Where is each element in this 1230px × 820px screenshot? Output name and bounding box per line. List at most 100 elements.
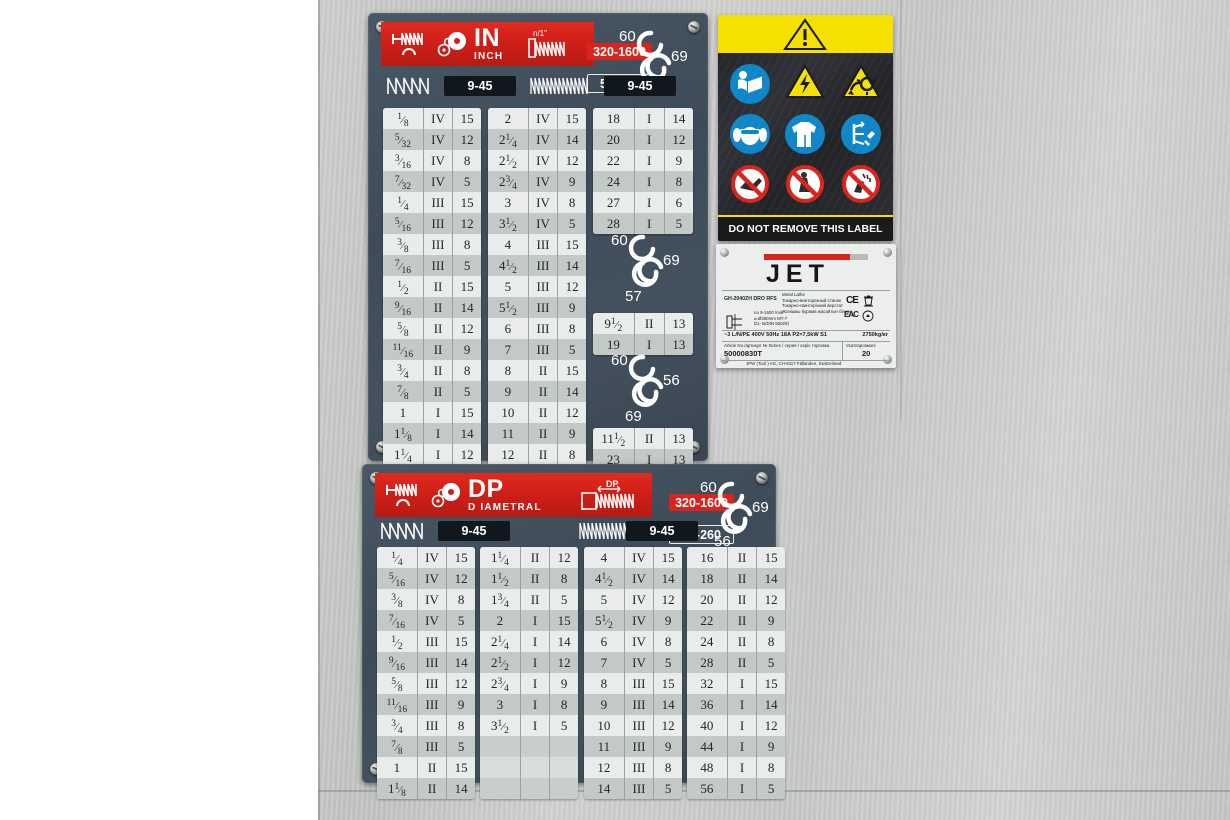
- table-cell: 11⁄8: [377, 778, 418, 799]
- table-cell: 3⁄8: [383, 234, 424, 255]
- table-cell: III: [528, 255, 559, 276]
- nameplate-electrical: ~3 L/N/PE 400V 50Hz 18A P2=7,5kW S1: [724, 332, 828, 338]
- inch-table-column-3c: 111⁄2 II 13 23 I 13: [593, 428, 693, 470]
- table-row: 18 I 14: [593, 108, 693, 129]
- thread-cutting-icon: [392, 32, 423, 56]
- table-cell: 24: [687, 631, 728, 652]
- table-cell: 9: [757, 610, 785, 631]
- table-cell: 9: [664, 150, 693, 171]
- table-cell: 11⁄16: [383, 339, 424, 360]
- table-cell: 7: [488, 339, 529, 360]
- table-row: 7⁄8 III 5: [377, 736, 475, 757]
- table-cell: 3⁄4: [377, 715, 418, 736]
- table-row: 5⁄16 IV 12: [377, 568, 475, 589]
- table-row: 11⁄8 I 14: [383, 423, 481, 444]
- table-cell: 8: [453, 150, 481, 171]
- table-cell: 15: [654, 547, 682, 568]
- gear-diagram-dp: 60 69 56: [692, 472, 784, 552]
- svg-text:60: 60: [611, 232, 628, 249]
- table-cell: 11: [584, 736, 625, 757]
- table-cell: I: [634, 129, 665, 150]
- table-cell: 14: [664, 108, 693, 129]
- coarse-thread-icon: [387, 77, 429, 95]
- table-row: [480, 736, 578, 757]
- table-cell: I: [520, 673, 551, 694]
- table-cell: 5: [550, 715, 578, 736]
- table-row: 2 IV 15: [488, 108, 586, 129]
- table-cell: 14: [453, 423, 481, 444]
- table-cell: IV: [624, 610, 655, 631]
- table-row: 18 II 14: [687, 568, 785, 589]
- table-cell: 51⁄2: [488, 297, 529, 318]
- table-row: 11⁄4 II 12: [480, 547, 578, 568]
- table-cell: 19: [593, 334, 635, 355]
- table-cell: III: [417, 715, 448, 736]
- table-cell: 15: [447, 757, 475, 778]
- table-cell: IV: [423, 171, 454, 192]
- table-cell: I: [634, 150, 665, 171]
- inch-table-column-3b: 91⁄2 II 13 19 I 13: [593, 313, 693, 355]
- table-row: [480, 778, 578, 799]
- table-row: 1 I 15: [383, 402, 481, 423]
- table-row: 1⁄8 IV 15: [383, 108, 481, 129]
- inch-table-column-2: 2 IV 15 21⁄4 IV 14 21⁄2 IV 12 23⁄4 IV 9 3 IV 8 31⁄2 IV 5 4…: [488, 108, 586, 507]
- table-row: 21⁄2 IV 12: [488, 150, 586, 171]
- table-cell: 11: [488, 423, 529, 444]
- table-cell: III: [423, 234, 454, 255]
- table-cell: 48: [687, 757, 728, 778]
- dp-coarse-range: 9-45: [438, 521, 510, 541]
- inch-rpm-red-badge: 320-1600: [587, 43, 652, 60]
- dp-table-column-1: 1⁄4 IV 15 5⁄16 IV 12 3⁄8 IV 8 7⁄16 IV 5 1⁄2 III 15 9⁄16…: [377, 547, 475, 799]
- table-row: 9 III 14: [584, 694, 682, 715]
- table-row: 3⁄4 III 8: [377, 715, 475, 736]
- table-cell: 5: [453, 381, 481, 402]
- table-cell: 15: [558, 234, 586, 255]
- table-cell: 11⁄8: [383, 423, 424, 444]
- table-row: 9 II 14: [488, 381, 586, 402]
- table-cell: 8: [654, 757, 682, 778]
- table-cell: 12: [453, 129, 481, 150]
- table-cell: 9: [558, 297, 586, 318]
- table-cell: 32: [687, 673, 728, 694]
- svg-text:69: 69: [663, 252, 680, 269]
- table-cell: 21⁄4: [488, 129, 529, 150]
- table-cell: 14: [757, 568, 785, 589]
- table-cell: 6: [664, 192, 693, 213]
- table-cell: 14: [654, 694, 682, 715]
- table-cell: 5: [664, 213, 693, 234]
- gear-diagram-mid: 60 69 57: [603, 223, 695, 308]
- table-cell: II: [520, 589, 551, 610]
- table-row: 3⁄8 IV 8: [377, 589, 475, 610]
- table-cell: I: [423, 402, 454, 423]
- np-divider-2: [722, 330, 890, 331]
- table-cell: II: [528, 360, 559, 381]
- table-row: 36 I 14: [687, 694, 785, 715]
- table-cell: 22: [593, 150, 635, 171]
- table-row: 3 IV 8: [488, 192, 586, 213]
- gear-diagram-bottom: 60 56 69: [603, 343, 695, 428]
- ce-mark-icon: CE: [846, 295, 859, 306]
- nameplate-weight: 2750kg/кг: [862, 332, 888, 338]
- inch-fine-range: 9-45: [604, 76, 676, 96]
- table-cell: 5: [447, 610, 475, 631]
- table-cell: 6: [488, 318, 529, 339]
- table-cell: 51⁄2: [584, 610, 625, 631]
- table-cell: II: [423, 360, 454, 381]
- coarse-thread-icon: [381, 522, 423, 540]
- table-cell: 8: [453, 360, 481, 381]
- table-row: 5 III 12: [488, 276, 586, 297]
- table-row: 23⁄4 IV 9: [488, 171, 586, 192]
- table-row: 7 III 5: [488, 339, 586, 360]
- table-row: 111⁄2 II 13: [593, 428, 693, 449]
- table-cell: 31⁄2: [480, 715, 521, 736]
- table-cell: 5: [654, 778, 682, 799]
- np-divider-1: [722, 290, 890, 291]
- table-cell: 7⁄16: [383, 255, 424, 276]
- table-cell: IV: [417, 568, 448, 589]
- table-cell: 5: [447, 736, 475, 757]
- table-cell: I: [634, 334, 665, 355]
- nameplate-screw-bl: [720, 355, 729, 364]
- table-row: 48 I 8: [687, 757, 785, 778]
- table-cell: 21⁄2: [480, 652, 521, 673]
